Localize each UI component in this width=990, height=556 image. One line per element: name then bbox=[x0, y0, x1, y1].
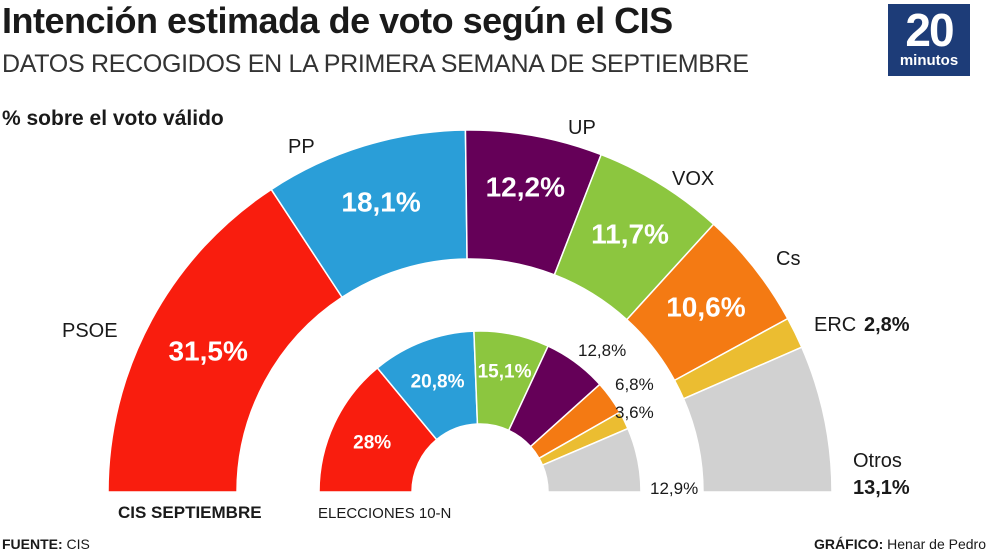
outer-category-otros: Otros bbox=[853, 450, 902, 472]
inner-value-pp: 20,8% bbox=[411, 372, 465, 393]
outer-value-vox: 11,7% bbox=[591, 219, 669, 250]
credit-value: Henar de Pedro bbox=[883, 536, 986, 552]
brand-logo: 20 minutos bbox=[888, 4, 970, 76]
outer-chart-caption: CIS SEPTIEMBRE bbox=[118, 503, 262, 522]
outer-value-pp: 18,1% bbox=[341, 186, 420, 217]
outer-category-erc: ERC bbox=[814, 314, 856, 336]
inner-value-otros: 12,9% bbox=[650, 479, 698, 498]
inner-value-cs: 6,8% bbox=[615, 375, 654, 394]
measure-label: % sobre el voto válido bbox=[2, 107, 224, 130]
outer-category-psoe: PSOE bbox=[62, 320, 118, 342]
chart-title: Intención estimada de voto según el CIS bbox=[2, 0, 673, 41]
credit-note: GRÁFICO: Henar de Pedro bbox=[814, 536, 986, 552]
inner-value-up: 12,8% bbox=[578, 341, 626, 360]
outer-value-otros: 13,1% bbox=[853, 477, 910, 499]
source-note: FUENTE: CIS bbox=[2, 536, 90, 552]
logo-number: 20 bbox=[905, 4, 954, 56]
outer-value-erc: 2,8% bbox=[864, 314, 910, 336]
outer-category-vox: VOX bbox=[672, 168, 714, 190]
credit-key: GRÁFICO: bbox=[814, 536, 884, 552]
outer-semicircle bbox=[107, 129, 833, 493]
outer-category-pp: PP bbox=[288, 136, 315, 158]
outer-value-psoe: 31,5% bbox=[168, 336, 247, 367]
outer-value-cs: 10,6% bbox=[666, 292, 745, 323]
inner-slice-otros bbox=[541, 427, 642, 493]
outer-category-cs: Cs bbox=[776, 248, 800, 270]
source-value: CIS bbox=[62, 536, 90, 552]
logo-word: minutos bbox=[899, 52, 959, 69]
inner-value-vox: 15,1% bbox=[478, 362, 532, 383]
inner-semicircle bbox=[318, 330, 642, 493]
source-key: FUENTE: bbox=[2, 536, 63, 552]
inner-slice-psoe bbox=[318, 366, 438, 493]
outer-category-up: UP bbox=[568, 117, 596, 139]
inner-chart-caption: ELECCIONES 10-N bbox=[318, 505, 451, 522]
inner-value-erc: 3,6% bbox=[615, 403, 654, 422]
outer-slice-otros bbox=[682, 346, 833, 493]
chart-subtitle: DATOS RECOGIDOS EN LA PRIMERA SEMANA DE … bbox=[2, 50, 749, 78]
inner-value-psoe: 28% bbox=[353, 432, 391, 453]
outer-value-up: 12,2% bbox=[486, 172, 565, 203]
